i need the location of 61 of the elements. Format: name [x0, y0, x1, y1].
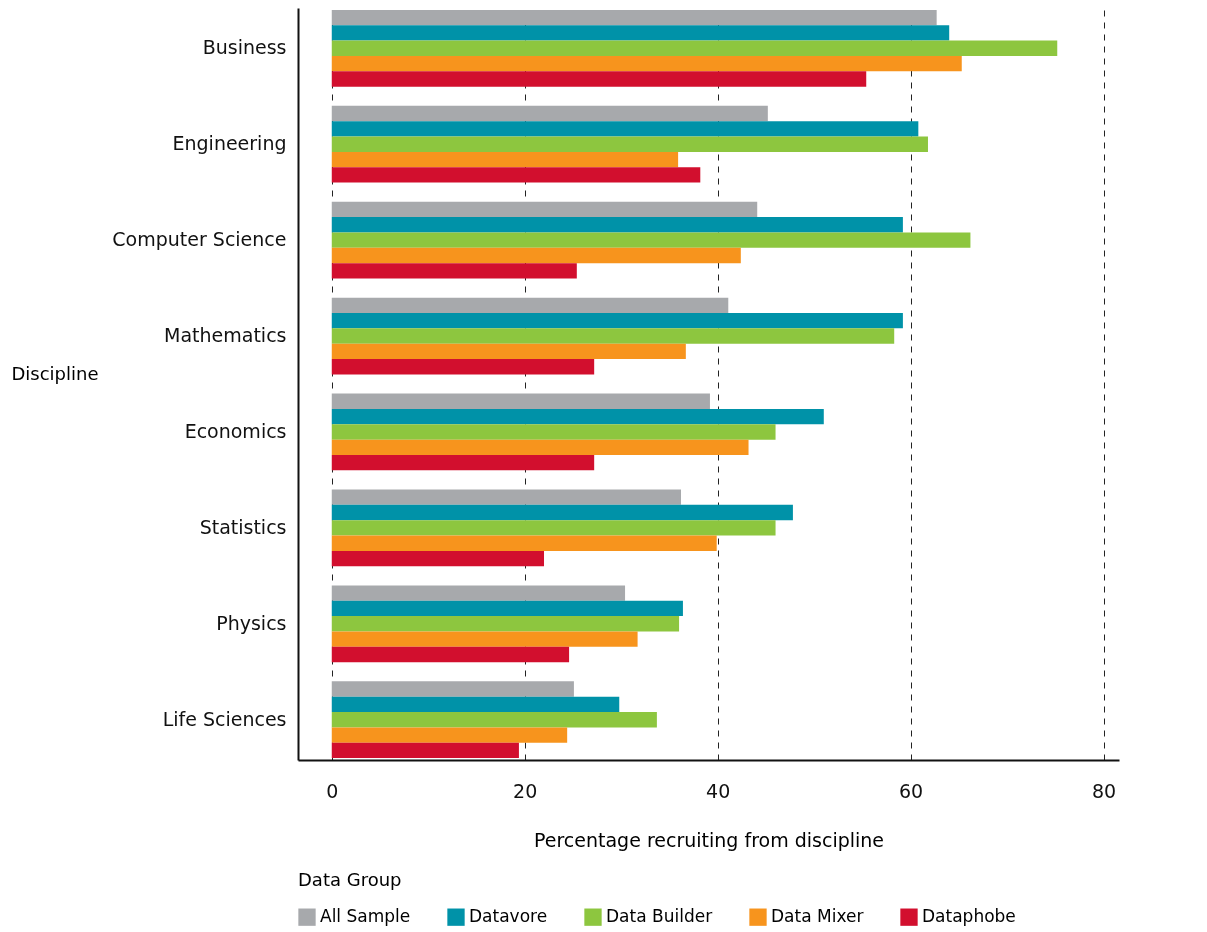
bar	[331, 712, 657, 728]
bar	[331, 359, 595, 375]
bar	[331, 25, 950, 41]
y-tick-label: Economics	[184, 419, 287, 442]
legend-label: Data Mixer	[771, 906, 864, 927]
y-tick-label: Physics	[216, 611, 287, 634]
x-tick-label: 80	[1091, 779, 1117, 802]
legend-label: Datavore	[469, 906, 548, 927]
bar	[331, 439, 749, 455]
x-tick-label: 0	[326, 779, 339, 802]
bar	[331, 9, 937, 26]
bar	[331, 424, 776, 440]
bar	[331, 151, 679, 168]
bar	[331, 167, 701, 183]
bar	[331, 550, 545, 567]
y-tick-label: Statistics	[199, 515, 287, 538]
bar	[331, 328, 895, 344]
legend-label: Data Builder	[606, 906, 713, 927]
bar	[331, 585, 626, 601]
bar	[331, 217, 903, 233]
bar	[331, 520, 776, 536]
bar	[331, 55, 962, 72]
y-tick-label: Mathematics	[164, 324, 287, 347]
bar	[331, 121, 919, 137]
bar	[331, 136, 928, 152]
x-tick-label: 40	[706, 779, 731, 802]
bar	[331, 616, 680, 632]
bar	[331, 263, 577, 279]
bar	[331, 40, 1058, 56]
bar	[331, 343, 686, 360]
x-tick-label: 20	[513, 779, 538, 802]
bar	[331, 742, 519, 759]
bar	[331, 631, 638, 647]
bar	[331, 201, 758, 218]
bar	[331, 71, 867, 87]
x-tick-label: 60	[899, 779, 924, 802]
bar	[331, 727, 568, 743]
bar	[331, 232, 971, 248]
x-axis-title: Percentage recruiting from discipline	[533, 828, 885, 851]
bar	[331, 393, 710, 409]
legend-label: All Sample	[320, 906, 411, 927]
bar	[331, 681, 574, 697]
bar	[331, 408, 824, 425]
y-tick-label: Business	[202, 36, 287, 59]
y-tick-label: Life Sciences	[162, 707, 287, 730]
y-axis-title: Discipline	[11, 362, 99, 384]
bar	[331, 297, 729, 314]
bar	[331, 600, 683, 617]
legend-label: Dataphobe	[922, 906, 1016, 927]
bar	[331, 247, 741, 264]
bar	[331, 454, 595, 471]
bar	[331, 535, 717, 551]
bar	[331, 504, 793, 521]
bar	[331, 646, 570, 663]
y-tick-label: Computer Science	[112, 228, 287, 251]
legend-title: Data Group	[298, 869, 402, 890]
bar	[331, 696, 620, 713]
bar	[331, 105, 768, 122]
bar	[331, 313, 903, 329]
y-tick-label: Engineering	[172, 132, 287, 155]
bar	[331, 489, 681, 505]
